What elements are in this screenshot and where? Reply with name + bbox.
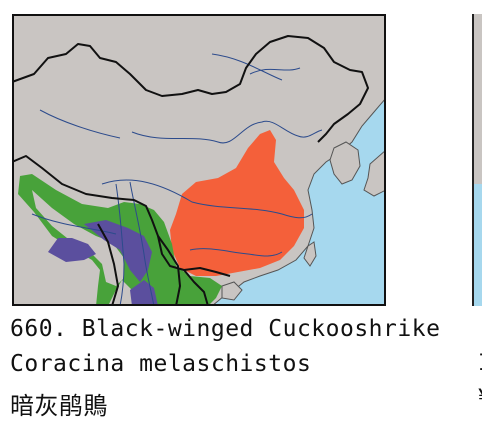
next-entry-fragment-line3: ¥ — [478, 386, 482, 411]
species-title: 660. Black-winged Cuckooshrike — [10, 316, 441, 342]
range-orange — [170, 130, 304, 276]
hainan — [221, 281, 243, 301]
border-laos-vietnam — [183, 269, 209, 306]
next-entry-fragment-line2: I — [478, 351, 482, 376]
river-tarim — [39, 109, 121, 139]
korea — [329, 141, 361, 185]
range-purple-central — [84, 220, 152, 282]
japan — [363, 149, 386, 197]
river-amur — [211, 53, 283, 81]
range-map — [12, 14, 386, 306]
border-china-north — [12, 35, 369, 143]
taiwan — [303, 241, 317, 267]
border-indochina — [157, 235, 181, 306]
range-purple-west — [48, 238, 96, 262]
range-purple-south — [130, 280, 158, 306]
border-china-southwest — [12, 155, 231, 277]
border-myanmar — [97, 223, 119, 306]
range-green-gap — [32, 190, 124, 286]
river-north — [249, 67, 301, 75]
borders — [12, 35, 369, 306]
species-scientific-name: Coracina melaschistos — [10, 351, 312, 377]
species-chinese-name: 暗灰鹃鵙 — [10, 392, 108, 420]
next-map-sea — [474, 184, 482, 306]
river-yellow — [131, 120, 323, 144]
river-pearl — [189, 248, 283, 257]
river-yangtze — [101, 179, 313, 219]
map-frame-outline — [12, 14, 386, 306]
map-svg — [12, 14, 386, 306]
river-salween — [115, 183, 125, 306]
next-map-edge — [472, 14, 482, 306]
river-brahmaputra — [31, 213, 117, 235]
